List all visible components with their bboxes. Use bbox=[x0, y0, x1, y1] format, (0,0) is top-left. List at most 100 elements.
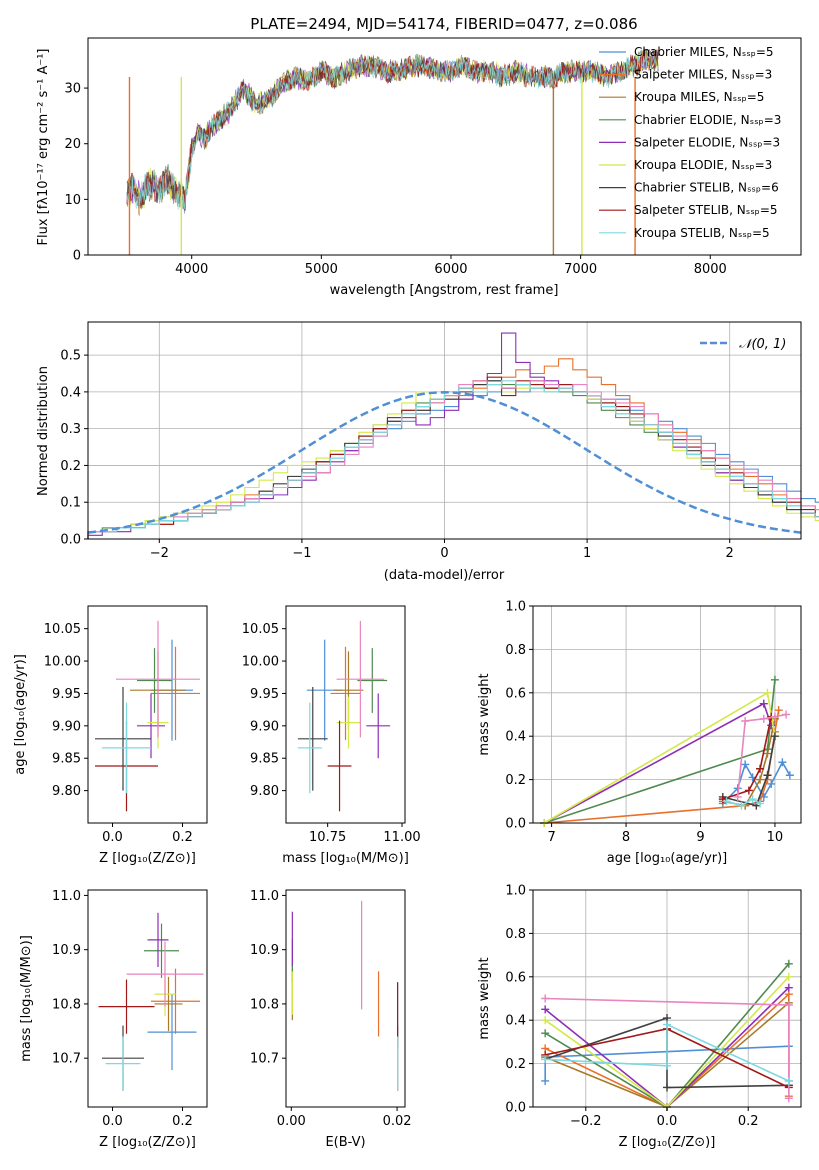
y-tick-label: 0.0 bbox=[505, 1101, 526, 1116]
chart-title: PLATE=2494, MJD=54174, FIBERID=0477, z=0… bbox=[250, 15, 637, 33]
axis-ylabel: age [log₁₀(age/yr)] bbox=[13, 654, 28, 775]
y-tick-label: 10.9 bbox=[52, 943, 81, 958]
residual-histogram-panel: −2 −1 0 1 2 0.0 0.1 0.2 0.3 0.4 0.5 (data-model)/e… bbox=[36, 321, 819, 583]
y-tick-label: 9.85 bbox=[52, 752, 81, 767]
mass-weight-marker bbox=[541, 1029, 550, 1038]
y-tick-label: 10.00 bbox=[242, 655, 279, 670]
histogram-legend: 𝒩(0, 1) bbox=[700, 337, 786, 352]
y-tick-label: 1.0 bbox=[505, 884, 526, 899]
mass-weight-marker bbox=[785, 771, 794, 780]
y-tick-label: 10.9 bbox=[250, 943, 279, 958]
y-tick-label: 9.90 bbox=[52, 719, 81, 734]
mass-weight-marker bbox=[759, 699, 768, 708]
legend-label: Kroupa STELIB, Nₛₛₚ=5 bbox=[634, 226, 770, 240]
mass-weight-marker bbox=[663, 1083, 671, 1092]
mass-weight-marker bbox=[741, 760, 750, 769]
axis-xlabel: Z [log₁₀(Z/Z⊙)] bbox=[619, 1135, 716, 1150]
mass-weight-marker bbox=[784, 1094, 793, 1103]
histogram-xlabel: (data-model)/error bbox=[384, 568, 505, 583]
mass-weight-marker bbox=[782, 710, 791, 719]
histogram-series bbox=[87, 380, 819, 539]
y-tick-label: 0.4 bbox=[60, 385, 81, 400]
y-tick-label: 9.80 bbox=[52, 784, 81, 799]
x-tick-label: 8 bbox=[622, 830, 630, 845]
legend-label: Salpeter ELODIE, Nₛₛₚ=3 bbox=[634, 135, 780, 149]
y-tick-label: 9.85 bbox=[250, 752, 279, 767]
mass-vs-age-panel: 10.75 11.00 9.80 9.85 9.90 9.95 10.00 10.05 mass… bbox=[242, 605, 421, 866]
legend-label: Chabrier ELODIE, Nₛₛₚ=3 bbox=[634, 113, 781, 127]
axis-xlabel: age [log₁₀(age/yr)] bbox=[607, 851, 728, 866]
y-tick-label: 9.95 bbox=[52, 687, 81, 702]
ebv-vs-mass-panel: 0.00 0.02 10.7 10.8 10.9 11.0 E(B-V) bbox=[250, 889, 411, 1150]
x-tick-label: 0.00 bbox=[277, 1114, 306, 1129]
y-tick-label: 10.00 bbox=[44, 655, 81, 670]
x-tick-label: 0.02 bbox=[383, 1114, 412, 1129]
error-bars bbox=[98, 912, 204, 1091]
x-tick-label: 2 bbox=[726, 546, 734, 561]
mass-weight-marker bbox=[756, 775, 765, 784]
legend-label: Kroupa MILES, Nₛₛₚ=5 bbox=[634, 90, 764, 104]
axis-ylabel: mass [log₁₀(M/M⊙)] bbox=[19, 935, 34, 1062]
mass-weight-marker bbox=[784, 972, 793, 981]
y-tick-label: 11.0 bbox=[250, 889, 279, 904]
x-tick-label: 8000 bbox=[694, 262, 727, 277]
y-tick-label: 0.6 bbox=[505, 970, 526, 985]
spectrum-panel: PLATE=2494, MJD=54174, FIBERID=0477, z=0… bbox=[36, 15, 802, 298]
spectrum-axes-frame bbox=[87, 37, 802, 256]
spectrum-lines bbox=[126, 48, 659, 255]
legend-label: Kroupa ELODIE, Nₛₛₚ=3 bbox=[634, 158, 772, 172]
mass-weight-marker bbox=[541, 1055, 550, 1064]
x-tick-label: 0.2 bbox=[738, 1114, 759, 1129]
y-tick-label: 0.2 bbox=[60, 459, 81, 474]
mass-weight-marker bbox=[722, 797, 731, 806]
z-vs-mass-weight-panel: −0.2 0.0 0.2 0.0 0.2 0.4 0.6 0.8 1.0 Z [log₁₀(Z/Z… bbox=[477, 884, 802, 1150]
y-tick-label: 0.2 bbox=[505, 773, 526, 788]
x-tick-label: 5000 bbox=[305, 262, 338, 277]
z-vs-age-panel: 0.0 0.2 9.80 9.85 9.90 9.95 10.00 10.05 Z [log₁₀… bbox=[13, 605, 208, 866]
histogram-plot-area bbox=[87, 332, 819, 539]
spectrum-xlabel: wavelength [Angstrom, rest frame] bbox=[330, 283, 559, 298]
normal-curve bbox=[87, 391, 802, 534]
normal-curve-legend-label: 𝒩(0, 1) bbox=[739, 337, 786, 352]
legend-label: Salpeter STELIB, Nₛₛₚ=5 bbox=[634, 203, 778, 217]
x-tick-label: 1 bbox=[583, 546, 591, 561]
mass-weight-marker bbox=[756, 799, 765, 808]
histogram-ticks: −2 −1 0 1 2 0.0 0.1 0.2 0.3 0.4 0.5 bbox=[60, 349, 734, 561]
spectrum-line bbox=[126, 49, 659, 214]
y-tick-label: 9.80 bbox=[250, 784, 279, 799]
mass-weight-marker bbox=[770, 712, 779, 721]
axis-xlabel: E(B-V) bbox=[325, 1135, 365, 1150]
axis-xlabel: Z [log₁₀(Z/Z⊙)] bbox=[99, 851, 196, 866]
x-tick-label: −2 bbox=[150, 546, 169, 561]
mass-weight-marker bbox=[770, 675, 779, 684]
y-tick-label: 0.4 bbox=[505, 1014, 526, 1029]
x-tick-label: 0.2 bbox=[172, 830, 193, 845]
x-tick-label: 9 bbox=[696, 830, 704, 845]
x-tick-label: 11.00 bbox=[383, 830, 420, 845]
mass-weight-marker bbox=[744, 786, 753, 795]
y-tick-label: 0.1 bbox=[60, 496, 81, 511]
y-tick-label: 10.05 bbox=[44, 622, 81, 637]
mass-weight-marker bbox=[784, 959, 793, 968]
mass-weight-marker bbox=[770, 732, 779, 741]
y-tick-label: 9.95 bbox=[250, 687, 279, 702]
age-vs-mass-weight-panel: 7 8 9 10 0.0 0.2 0.4 0.6 0.8 1.0 age [log₁₀(age/yr… bbox=[477, 600, 802, 866]
y-tick-label: 0.6 bbox=[505, 686, 526, 701]
y-tick-label: 11.0 bbox=[52, 889, 81, 904]
x-tick-label: 4000 bbox=[175, 262, 208, 277]
y-tick-label: 0.8 bbox=[505, 643, 526, 658]
y-tick-label: 10.7 bbox=[250, 1052, 279, 1067]
mass-weight-marker bbox=[784, 1001, 793, 1010]
mass-weight-marker bbox=[541, 994, 550, 1003]
legend-label: Salpeter MILES, Nₛₛₚ=3 bbox=[634, 68, 772, 82]
axis-xlabel: Z [log₁₀(Z/Z⊙)] bbox=[99, 1135, 196, 1150]
x-tick-label: 0 bbox=[440, 546, 448, 561]
axis-ylabel: mass weight bbox=[477, 957, 492, 1039]
mass-weight-marker bbox=[784, 1076, 793, 1085]
z-vs-mass-panel: 0.0 0.2 10.7 10.8 10.9 11.0 Z [log₁₀(Z/Z⊙)] mas… bbox=[19, 889, 208, 1150]
histogram-ylabel: Normed distribution bbox=[36, 366, 51, 496]
mass-weight-marker bbox=[748, 795, 757, 804]
y-tick-label: 0.8 bbox=[505, 927, 526, 942]
mass-weight-marker bbox=[774, 706, 783, 715]
mass-weight-marker bbox=[741, 717, 750, 726]
